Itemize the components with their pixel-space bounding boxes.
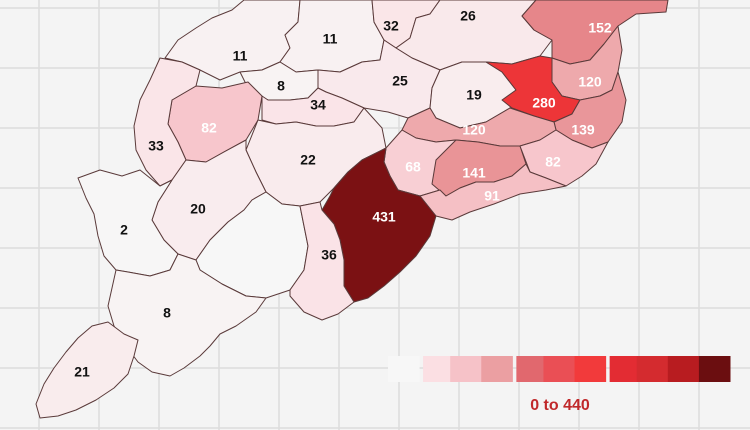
label-d-19: 19 [466,87,482,103]
districts-layer [35,0,669,419]
label-d-26: 26 [460,8,476,24]
district-36[interactable] [289,201,355,321]
legend-swatch [574,356,607,382]
label-d-82b: 82 [545,154,561,170]
label-d-8b: 8 [163,305,171,321]
label-d-25: 25 [392,73,408,89]
label-d-68: 68 [405,159,421,175]
label-d-21: 21 [74,364,90,380]
label-d-11b: 11 [323,31,338,47]
label-d-36: 36 [321,247,337,263]
legend-swatch [698,356,731,382]
color-legend: 0 to 440 [388,356,731,414]
legend-swatches [388,356,731,382]
district-21[interactable] [35,321,139,419]
label-d-91: 91 [484,188,500,204]
label-d-152: 152 [588,20,612,36]
legend-swatch [388,356,420,382]
label-d-120a: 120 [578,74,602,90]
legend-swatch [543,356,576,382]
label-d-141: 141 [462,165,486,181]
label-d-20: 20 [190,201,206,217]
label-d-32: 32 [383,18,399,34]
label-d-280: 280 [532,95,556,111]
label-d-120b: 120 [462,122,486,138]
legend-swatch [667,356,700,382]
label-d-34: 34 [310,97,326,113]
legend-swatch [481,356,513,382]
legend-swatch [423,356,451,382]
label-d-33: 33 [148,138,164,154]
legend-swatch [450,356,482,382]
label-d-139: 139 [571,122,595,138]
legend-swatch [609,356,638,382]
legend-swatch [636,356,669,382]
label-d-22: 22 [300,152,316,168]
label-d-8a: 8 [277,78,285,94]
legend-swatch [516,356,544,382]
label-d-431: 431 [372,209,396,225]
label-d-82a: 82 [201,120,217,136]
label-d-11a: 11 [233,48,248,64]
label-d-2: 2 [120,222,128,238]
labels-layer: 11 11 32 26 152 8 25 19 120 280 82 34 13… [74,8,612,380]
district-91[interactable] [419,163,567,221]
legend-range-label: 0 to 440 [530,397,590,414]
